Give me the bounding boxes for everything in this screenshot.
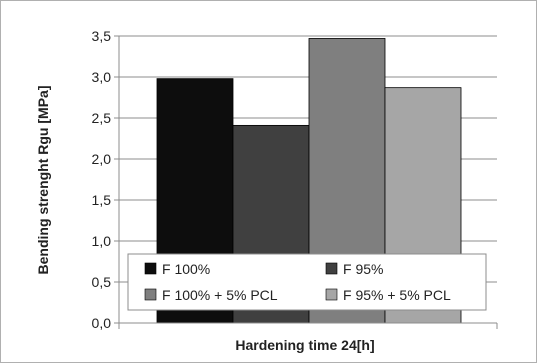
y-tick-label: 2,0 — [92, 151, 112, 167]
legend-label-4: F 95% + 5% PCL — [343, 287, 451, 303]
legend-label-1: F 100% — [162, 261, 210, 277]
legend-label-2: F 95% — [343, 261, 383, 277]
axes — [114, 35, 498, 329]
y-tick-label: 2,5 — [92, 110, 112, 126]
y-tick-label: 3,5 — [92, 28, 112, 44]
y-tick-label: 3,0 — [92, 69, 112, 85]
x-axis-title: Hardening time 24[h] — [235, 337, 374, 353]
legend-label-3: F 100% + 5% PCL — [162, 287, 278, 303]
legend: F 100% F 95% F 100% + 5% PCL F 95% + 5% PCL — [127, 253, 487, 311]
legend-swatch-3 — [144, 288, 157, 301]
y-tick-label: 1,0 — [92, 233, 112, 249]
y-tick-labels: 0,0 0,5 1,0 1,5 2,0 2,5 3,0 3,5 — [92, 28, 112, 331]
legend-swatch-2 — [325, 262, 338, 275]
legend-swatch-4 — [325, 288, 338, 301]
y-tick-label: 0,0 — [92, 315, 112, 331]
legend-swatch-1 — [144, 262, 157, 275]
y-tick-label: 1,5 — [92, 192, 112, 208]
y-axis-title: Bending strenght Rgu [MPa] — [35, 86, 51, 275]
y-tick-label: 0,5 — [92, 274, 112, 290]
legend-box — [127, 253, 487, 311]
